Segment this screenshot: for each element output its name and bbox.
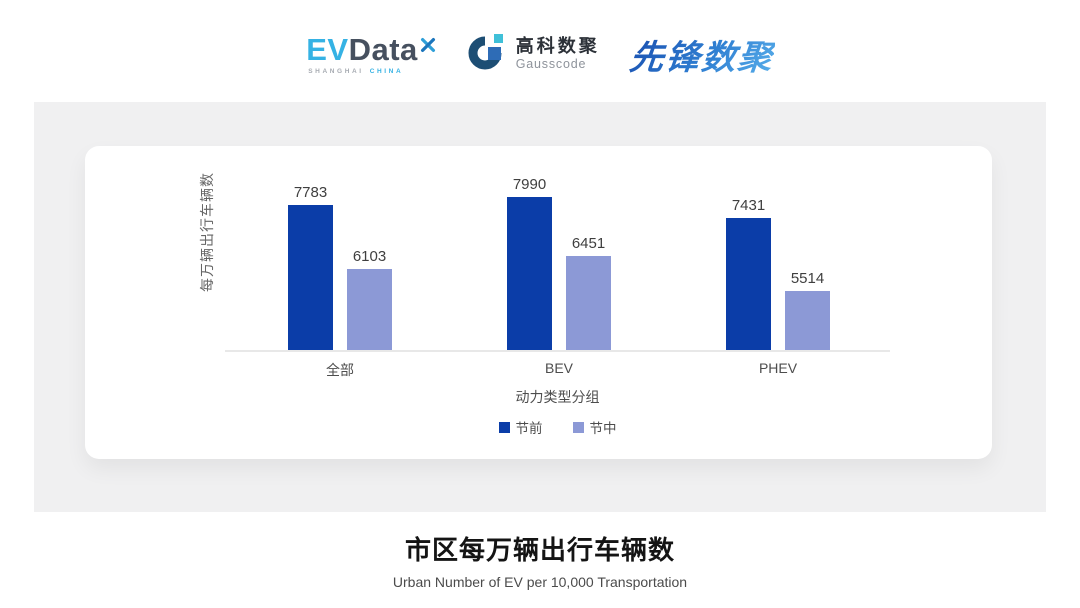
bar-PHEV-节中 — [785, 291, 830, 350]
bar-BEV-节中 — [566, 256, 611, 350]
bar-column: 7783 — [288, 185, 333, 350]
legend-label: 节前 — [515, 421, 543, 436]
footer: 市区每万辆出行车辆数 Urban Number of EV per 10,000… — [0, 530, 1080, 590]
x-tick-label: PHEV — [758, 360, 798, 376]
legend-label: 节中 — [589, 421, 617, 436]
ticks-row: 全部 BEV PHEV — [225, 360, 890, 380]
bar-value-label: 5514 — [790, 270, 825, 287]
evdata-data-text: Data — [348, 31, 418, 67]
bar-PHEV-节前 — [726, 218, 771, 350]
footer-title: 市区每万辆出行车辆数 — [404, 535, 675, 565]
gausscode-cn-name: 高科数聚 — [515, 36, 600, 57]
bar-value-label: 7783 — [293, 184, 328, 201]
bar-value-label: 7431 — [731, 197, 766, 214]
evdata-wordmark: EV Data — [306, 34, 437, 65]
legend-swatch — [572, 421, 584, 433]
bar-column: 7990 — [507, 177, 552, 350]
bar-BEV-节前 — [507, 197, 552, 350]
evdata-ev-text: EV — [306, 31, 349, 67]
bar-value-label: 6103 — [352, 248, 387, 265]
brand-header: EV Data SHANGHAI CHINA 高科数聚 Gausscode 先锋数… — [0, 14, 1080, 94]
x-tick-label: 全部 — [326, 362, 354, 378]
x-tick-label: BEV — [544, 360, 573, 376]
evdata-subtext: SHANGHAI CHINA — [306, 68, 437, 75]
gausscode-g-icon — [467, 31, 507, 78]
evdata-logo: EV Data SHANGHAI CHINA — [306, 34, 437, 75]
legend-item[interactable]: 节前 — [498, 417, 543, 437]
gausscode-logo: 高科数聚 Gausscode — [467, 31, 600, 78]
gausscode-text: 高科数聚 Gausscode — [516, 36, 600, 71]
x-axis-title: 动力类型分组 — [515, 389, 600, 405]
bar-全部-节前 — [288, 205, 333, 350]
plot-area: 7783 6103 7990 6451 7431 5514 — [225, 146, 890, 352]
pioneer-logo: 先锋数聚 — [627, 30, 776, 79]
evdata-star-icon — [419, 28, 437, 59]
bar-column: 6103 — [347, 249, 392, 350]
bar-group: 7990 6451 — [507, 177, 611, 350]
legend-item[interactable]: 节中 — [572, 417, 617, 437]
bar-全部-节中 — [347, 269, 392, 350]
legend: 节前 节中 — [225, 417, 890, 437]
chart-card: 每万辆出行车辆数 7783 6103 7990 6451 7431 5514 全部 BEV P… — [85, 146, 992, 459]
bar-group: 7431 5514 — [726, 198, 830, 350]
y-axis-label: 每万辆出行车辆数 — [199, 172, 215, 292]
bar-column: 6451 — [566, 236, 611, 350]
evdata-sub-china: CHINA — [369, 67, 404, 75]
evdata-sub-shanghai: SHANGHAI — [308, 67, 364, 75]
bar-column: 5514 — [785, 271, 830, 350]
legend-swatch — [498, 421, 510, 433]
bar-group: 7783 6103 — [288, 185, 392, 350]
bar-value-label: 6451 — [571, 235, 606, 252]
gausscode-en-name: Gausscode — [515, 57, 587, 72]
bar-value-label: 7990 — [512, 176, 547, 193]
bar-column: 7431 — [726, 198, 771, 350]
footer-subtitle: Urban Number of EV per 10,000 Transporta… — [392, 574, 688, 590]
